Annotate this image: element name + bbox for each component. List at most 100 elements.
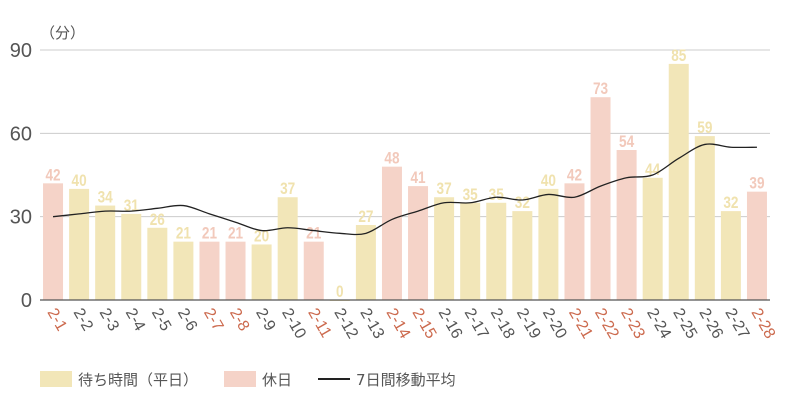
value-label: 31 xyxy=(124,197,140,216)
value-label: 37 xyxy=(437,180,452,199)
legend-item-moving-average: 7日間移動平均 xyxy=(318,369,456,390)
x-tick-label: 2-25 xyxy=(669,306,700,342)
bar xyxy=(694,136,715,300)
line-swatch-icon xyxy=(318,378,351,380)
y-tick-label: 60 xyxy=(10,123,32,145)
x-tick-label: 2-14 xyxy=(383,306,414,342)
value-labels: 42 40 34 31 26 21 21 21 20 37 21 0 27 48 41 37 35 35 32 40 4… xyxy=(45,47,764,302)
value-label: 27 xyxy=(358,208,373,227)
x-tick-label: 2-2 xyxy=(70,306,96,335)
x-tick-label: 2-17 xyxy=(461,306,492,342)
legend-item-holiday: 休日 xyxy=(224,369,292,390)
bar xyxy=(408,186,429,300)
bar xyxy=(668,63,689,301)
x-tick-label: 2-11 xyxy=(304,306,334,341)
value-label: 21 xyxy=(176,224,192,243)
value-label: 35 xyxy=(489,185,505,204)
bar xyxy=(590,97,611,300)
value-label: 73 xyxy=(593,80,608,99)
x-tick-label: 2-16 xyxy=(435,306,466,342)
value-label: 59 xyxy=(697,119,712,138)
bar xyxy=(642,177,663,300)
value-label: 48 xyxy=(384,149,400,168)
x-tick-label: 2-15 xyxy=(409,306,440,342)
value-label: 21 xyxy=(202,224,218,243)
value-label: 39 xyxy=(749,174,764,193)
x-tick-label: 2-7 xyxy=(200,306,226,335)
bar xyxy=(355,225,376,300)
bar xyxy=(720,211,741,300)
x-tick-label: 2-4 xyxy=(122,306,148,335)
bar xyxy=(199,241,220,300)
bar xyxy=(512,211,533,300)
x-tick-label: 2-1 xyxy=(44,306,70,335)
value-label: 44 xyxy=(645,160,661,179)
bar xyxy=(460,202,481,300)
x-tick-label: 2-18 xyxy=(487,306,518,342)
value-label: 0 xyxy=(336,283,344,302)
value-label: 34 xyxy=(98,188,114,207)
holiday-swatch-icon xyxy=(224,371,257,387)
x-tick-label: 2-26 xyxy=(695,306,726,342)
bar xyxy=(69,188,90,300)
legend-holiday-label: 休日 xyxy=(262,370,293,389)
x-tick-label: 2-5 xyxy=(148,306,174,335)
bar xyxy=(564,183,585,300)
x-tick-label: 2-10 xyxy=(278,306,309,342)
x-tick-label: 2-22 xyxy=(591,306,622,342)
bar xyxy=(616,150,637,300)
bar xyxy=(486,202,507,300)
x-tick-label: 2-23 xyxy=(617,306,648,342)
bar xyxy=(43,183,64,300)
bar xyxy=(434,197,455,300)
bar xyxy=(746,191,767,300)
weekday-swatch-icon xyxy=(40,371,72,387)
legend: 待ち時間（平日） 休日 7日間移動平均 xyxy=(40,368,482,390)
bar xyxy=(277,197,298,300)
x-tick-label: 2-6 xyxy=(174,306,200,335)
y-tick-label: 90 xyxy=(10,40,32,62)
x-tick-label: 2-28 xyxy=(748,306,779,342)
bar xyxy=(121,213,142,300)
x-axis-tick-labels: 2-1 2-2 2-3 2-4 2-5 2-6 2-7 2-8 2-9 2-102-112-122… xyxy=(44,306,779,342)
bar xyxy=(538,188,559,300)
bar xyxy=(381,166,402,300)
value-label: 20 xyxy=(254,227,269,246)
bar xyxy=(303,241,324,300)
moving-average-line xyxy=(52,143,757,236)
bar xyxy=(147,227,168,300)
y-axis: 0 30 60 90 xyxy=(10,40,32,312)
value-label: 21 xyxy=(228,224,244,243)
x-tick-label: 2-3 xyxy=(96,306,122,335)
value-label: 37 xyxy=(280,180,295,199)
value-label: 40 xyxy=(541,172,556,191)
legend-item-weekday: 待ち時間（平日） xyxy=(40,369,198,390)
bar xyxy=(173,241,194,300)
x-tick-label: 2-19 xyxy=(513,306,544,342)
bar xyxy=(225,241,246,300)
value-label: 40 xyxy=(72,172,87,191)
x-tick-label: 2-27 xyxy=(721,306,752,342)
value-label: 42 xyxy=(567,166,582,185)
x-tick-label: 2-12 xyxy=(330,306,361,342)
y-tick-label: 0 xyxy=(21,290,32,312)
x-tick-label: 2-24 xyxy=(643,306,674,342)
value-label: 85 xyxy=(671,47,687,66)
legend-line-label: 7日間移動平均 xyxy=(356,370,456,389)
y-axis-unit-label: （分） xyxy=(40,24,85,42)
x-tick-label: 2-8 xyxy=(226,306,252,335)
value-label: 42 xyxy=(45,166,60,185)
x-tick-label: 2-13 xyxy=(356,306,387,342)
value-label: 41 xyxy=(410,169,426,188)
value-label: 54 xyxy=(619,133,635,152)
x-tick-label: 2-20 xyxy=(539,306,570,342)
legend-weekday-label: 待ち時間（平日） xyxy=(78,370,199,389)
x-tick-label: 2-9 xyxy=(252,306,278,335)
x-tick-label: 2-21 xyxy=(565,306,596,342)
bar xyxy=(251,244,272,300)
y-tick-label: 30 xyxy=(10,207,32,229)
bars xyxy=(43,63,767,301)
value-label: 21 xyxy=(306,224,322,243)
bar xyxy=(95,205,116,300)
